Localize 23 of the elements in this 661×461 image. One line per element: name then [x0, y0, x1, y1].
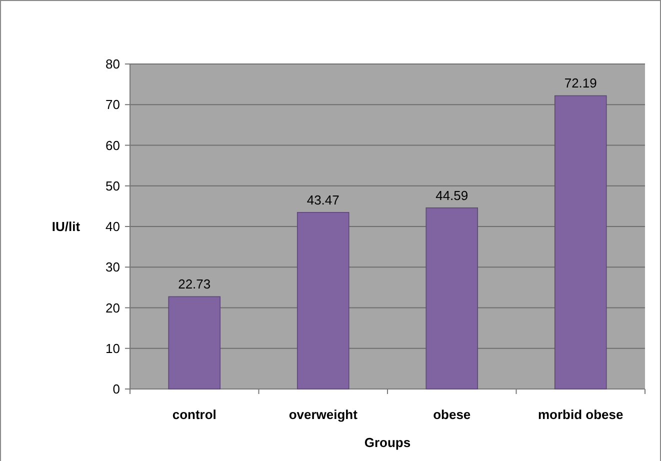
y-tick-label: 0 [112, 382, 120, 397]
x-axis-title: Groups [364, 435, 411, 450]
bar [296, 212, 350, 390]
y-tick-label: 30 [106, 260, 120, 275]
y-tick-label: 80 [106, 56, 120, 72]
y-axis-title: IU/lit [52, 219, 81, 234]
y-tick-label: 20 [106, 300, 120, 316]
data-label: 22.73 [178, 276, 211, 292]
y-tick-label: 40 [106, 219, 120, 234]
x-tick-label: obese [433, 407, 471, 422]
bar [554, 95, 607, 390]
y-tick-label: 10 [106, 340, 120, 356]
x-tick-label: overweight [288, 407, 358, 422]
bar [426, 207, 478, 390]
data-label: 72.19 [564, 76, 597, 91]
y-tick-label: 70 [106, 97, 120, 112]
bar [168, 296, 221, 390]
x-tick-label: control [172, 407, 216, 422]
data-label: 44.59 [436, 188, 468, 203]
x-tick-label: morbid obese [538, 407, 624, 422]
data-label: 43.47 [306, 192, 340, 208]
y-tick-label: 50 [106, 178, 120, 194]
y-tick-label: 60 [106, 138, 120, 153]
